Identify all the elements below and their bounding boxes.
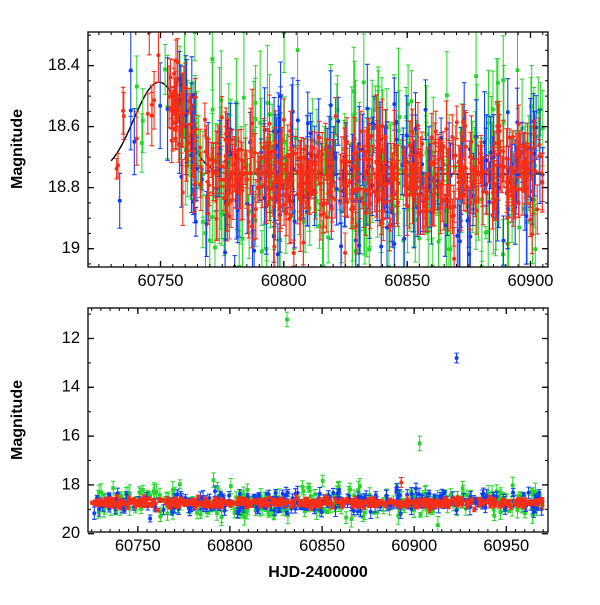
svg-text:18: 18 bbox=[62, 475, 80, 493]
svg-text:18.8: 18.8 bbox=[48, 178, 80, 196]
svg-text:60900: 60900 bbox=[391, 537, 437, 555]
svg-text:19: 19 bbox=[62, 239, 80, 257]
svg-text:16: 16 bbox=[62, 426, 80, 444]
svg-text:HJD-2400000: HJD-2400000 bbox=[268, 564, 368, 581]
svg-text:60900: 60900 bbox=[508, 272, 554, 290]
svg-text:12: 12 bbox=[62, 329, 80, 347]
svg-text:60750: 60750 bbox=[115, 537, 161, 555]
svg-text:60800: 60800 bbox=[207, 537, 253, 555]
svg-text:60800: 60800 bbox=[261, 272, 307, 290]
svg-text:20: 20 bbox=[62, 524, 80, 542]
svg-text:60850: 60850 bbox=[384, 272, 430, 290]
svg-text:14: 14 bbox=[62, 378, 80, 396]
svg-text:18.6: 18.6 bbox=[48, 117, 80, 135]
svg-text:60750: 60750 bbox=[138, 272, 184, 290]
svg-text:Magnitude: Magnitude bbox=[9, 380, 26, 460]
svg-text:18.4: 18.4 bbox=[48, 56, 80, 74]
svg-text:Magnitude: Magnitude bbox=[9, 109, 26, 189]
svg-text:60850: 60850 bbox=[299, 537, 345, 555]
svg-text:60950: 60950 bbox=[483, 537, 529, 555]
